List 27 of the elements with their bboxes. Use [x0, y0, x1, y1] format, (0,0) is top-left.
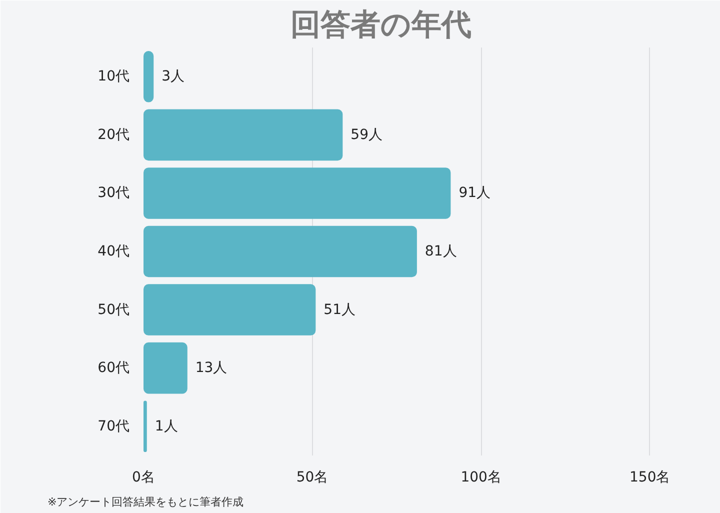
text: ※アンケート回答結果をもとに筆者作成 — [48, 496, 244, 508]
y-tick-label: 10代 — [98, 68, 130, 85]
x-tick-label: 50名 — [296, 470, 328, 486]
bar — [144, 109, 343, 161]
data-label: 3人 — [162, 68, 185, 85]
bar — [144, 342, 188, 394]
y-tick-label: 20代 — [98, 126, 130, 143]
data-label: 13人 — [195, 360, 228, 376]
y-tick-label: 40代 — [98, 244, 130, 260]
y-tick-label: 50代 — [98, 302, 130, 318]
y-tick-label: 30代 — [98, 185, 130, 202]
bar — [144, 168, 451, 219]
x-tick-label: 100名 — [460, 470, 502, 486]
chart-title: 回答者の年代 — [290, 8, 472, 42]
y-tick-label: 70代 — [98, 418, 130, 434]
data-label: 59人 — [350, 126, 382, 143]
data-label: 81人 — [424, 244, 457, 260]
x-tick-label: 150名 — [630, 470, 670, 486]
x-tick-label: 0名 — [132, 470, 155, 486]
data-label: 51人 — [324, 302, 356, 318]
data-label: 1人 — [154, 418, 178, 434]
y-tick-label: 60代 — [98, 360, 130, 376]
bar — [144, 284, 316, 336]
bar — [144, 226, 417, 278]
data-label: 91人 — [458, 185, 491, 202]
bar — [144, 400, 147, 452]
bar — [144, 50, 154, 102]
